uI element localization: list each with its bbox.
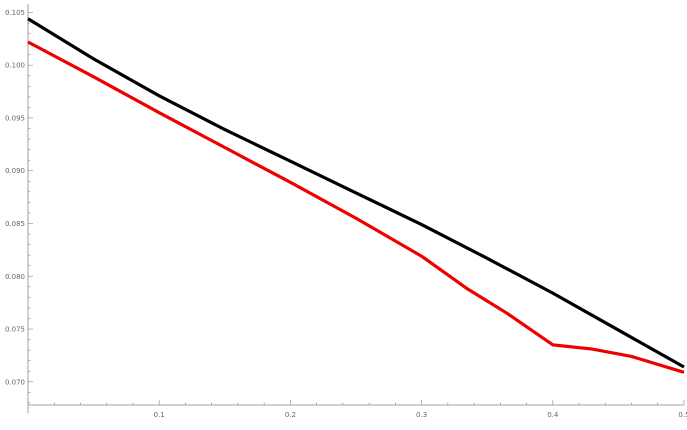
x-tick-label: 0.2	[285, 411, 296, 419]
y-tick-label: 0.095	[5, 114, 25, 122]
y-tick-label: 0.105	[5, 9, 25, 17]
series-line-2	[28, 42, 684, 372]
y-tick-label: 0.100	[5, 62, 25, 70]
tick-marks	[28, 12, 684, 405]
y-tick-label: 0.075	[5, 326, 25, 334]
y-tick-label: 0.080	[5, 273, 25, 281]
y-tick-label: 0.090	[5, 167, 25, 175]
y-tick-label: 0.085	[5, 220, 25, 228]
series-line-1	[28, 19, 684, 367]
y-tick-label: 0.070	[5, 378, 25, 386]
series-lines	[28, 19, 684, 373]
x-tick-label: 0.4	[547, 411, 559, 419]
x-tick-label: 0.3	[416, 411, 427, 419]
x-tick-label: 0.1	[154, 411, 165, 419]
minor-ticks	[28, 23, 658, 405]
axes	[28, 4, 684, 413]
x-tick-label: 0.5	[678, 411, 687, 419]
